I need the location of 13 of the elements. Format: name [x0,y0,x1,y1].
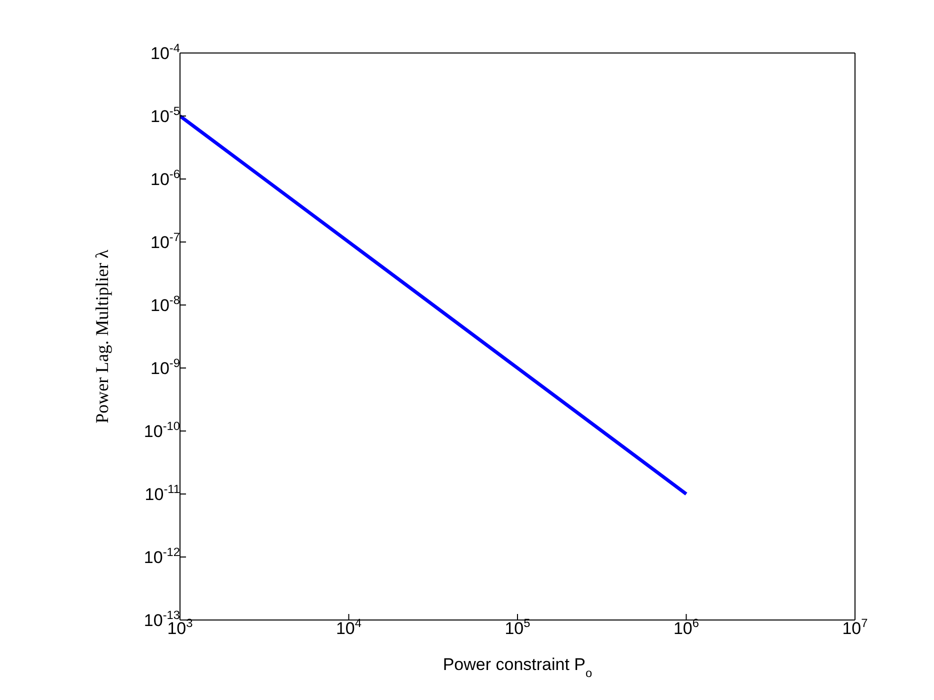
y-tick-label: 10$^{-5}$ [150,104,180,126]
y-tick-label: 10$^{-4}$ [150,41,180,63]
line-series [180,114,688,496]
y-tick-label: 10$^{-10}$ [144,419,180,441]
y-tick-label: 10$^{-12}$ [144,545,180,567]
y-tick-label: 10$^{-11}$ [144,482,180,504]
y-tick-label: 10$^{-9}$ [150,356,180,378]
y-tick-label: 10$^{-6}$ [150,167,180,189]
x-tick-label: 10$^{7}$ [842,616,868,638]
y-axis-title: Power Lag. Multiplier λ [92,249,112,424]
x-axis-title: Power constraint P$_{o}$ [442,655,593,680]
y-tick-label: 10$^{-8}$ [150,293,180,315]
y-tick-label: 10$^{-7}$ [150,230,180,252]
